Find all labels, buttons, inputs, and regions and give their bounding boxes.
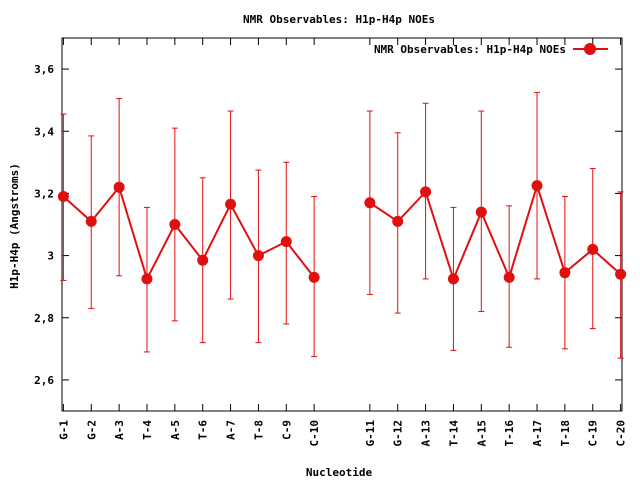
data-point-G-11 [364, 197, 376, 209]
y-tick-label: 2,6 [34, 374, 54, 387]
y-axis-label: H1p-H4p (Angstroms) [8, 163, 21, 289]
x-tick-label: A-15 [475, 420, 488, 447]
data-point-C-10 [308, 271, 320, 283]
x-axis-label: Nucleotide [306, 466, 373, 479]
data-points [57, 180, 627, 285]
x-tick-label: G-11 [364, 420, 377, 447]
data-point-A-15 [475, 206, 487, 218]
data-point-A-5 [169, 219, 181, 230]
y-tick-label: 3,6 [34, 63, 54, 76]
x-tick-label: A-17 [531, 420, 544, 447]
data-point-A-17 [531, 180, 543, 192]
x-tick-label: C-9 [280, 420, 293, 440]
data-point-T-8 [252, 250, 264, 262]
x-tick-label: C-10 [308, 420, 321, 447]
data-point-C-9 [280, 236, 292, 248]
data-point-T-14 [447, 273, 459, 285]
x-tick-label: G-2 [85, 420, 98, 440]
chart-title: NMR Observables: H1p-H4p NOEs [243, 13, 435, 26]
x-tick-label: A-5 [169, 420, 182, 440]
x-tick-label: T-8 [252, 420, 265, 440]
x-tick-label: A-7 [225, 420, 238, 440]
x-tick-label: G-1 [57, 420, 70, 440]
y-axis: 2,6 2,8 3 3,2 3,4 3,6 [34, 63, 622, 387]
data-point-C-20 [615, 268, 627, 280]
y-tick-label: 3 [47, 250, 54, 263]
y-tick-label: 3,4 [34, 125, 54, 138]
data-point-G-1 [57, 191, 69, 203]
plot-frame [61, 37, 623, 412]
legend: NMR Observables: H1p-H4p NOEs [374, 43, 608, 56]
error-bars [60, 91, 624, 359]
x-tick-label: C-19 [587, 420, 600, 447]
data-point-G-12 [392, 215, 404, 227]
data-point-G-2 [85, 215, 97, 227]
y-tick-label: 2,8 [34, 312, 54, 325]
legend-label: NMR Observables: H1p-H4p NOEs [374, 43, 566, 56]
data-point-A-13 [420, 186, 432, 198]
data-point-T-4 [141, 273, 153, 285]
x-axis: G-1 G-2 A-3 T-4 A-5 T-6 A-7 T-8 C-9 C-10 G-11 G-12 A… [57, 38, 628, 447]
x-tick-label: T-4 [141, 420, 154, 440]
y-tick-label: 3,2 [34, 187, 54, 200]
data-point-C-19 [587, 243, 599, 255]
data-point-T-16 [503, 271, 515, 283]
series-line [62, 185, 315, 282]
x-tick-label: T-6 [197, 420, 210, 440]
data-point-T-6 [197, 254, 209, 266]
x-tick-label: G-12 [392, 420, 405, 447]
data-point-A-3 [113, 181, 125, 193]
series-line [369, 182, 622, 282]
data-point-T-18 [559, 267, 571, 279]
x-tick-label: A-13 [420, 420, 433, 447]
data-point-A-7 [225, 198, 237, 210]
legend-marker [584, 43, 596, 55]
x-tick-label: T-14 [447, 420, 460, 447]
x-tick-label: C-20 [615, 420, 628, 447]
series-lines [62, 182, 622, 282]
x-tick-label: T-16 [503, 420, 516, 447]
x-tick-label: A-3 [113, 420, 126, 440]
x-tick-label: T-18 [559, 420, 572, 447]
